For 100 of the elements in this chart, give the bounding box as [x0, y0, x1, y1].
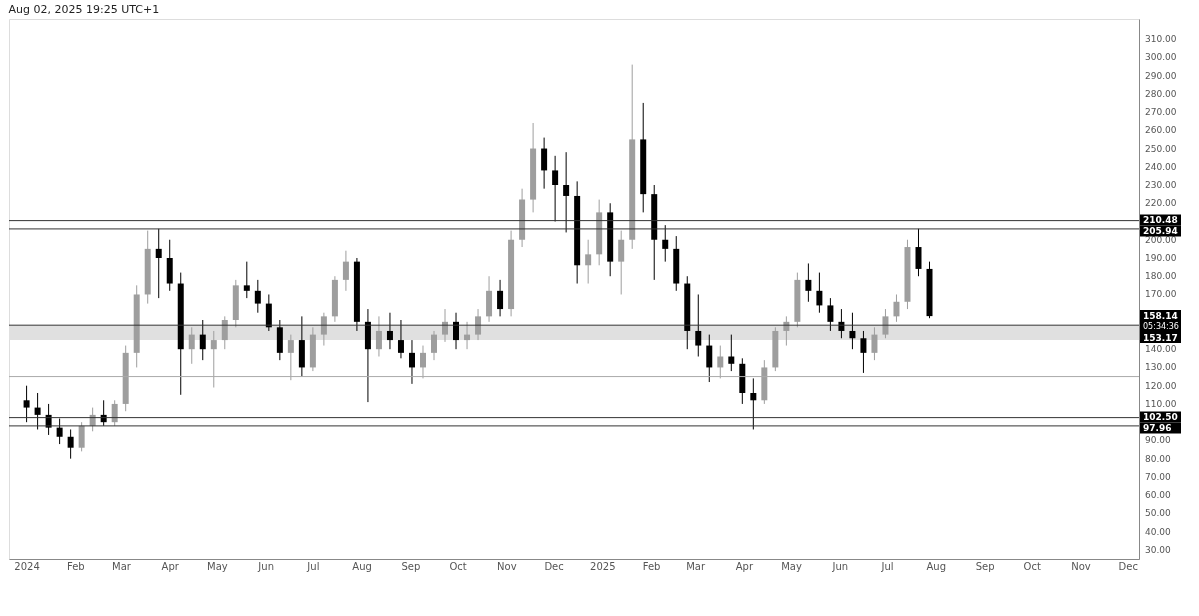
x-tick-label: May — [781, 560, 802, 572]
y-tick-label: 30.00 — [1145, 544, 1172, 555]
y-tick-label: 170.00 — [1145, 289, 1177, 300]
candlestick — [320, 312, 327, 347]
x-tick-label: 2024 — [14, 560, 40, 572]
candlestick — [342, 250, 349, 292]
x-tick-label: Jul — [306, 560, 320, 572]
candlestick — [552, 155, 559, 222]
x-tick-label: Mar — [686, 560, 706, 572]
candlestick — [375, 315, 382, 357]
candlestick — [199, 319, 206, 361]
ref-line-label: 153.17 — [1143, 332, 1178, 343]
x-tick-label: Feb — [66, 560, 85, 572]
x-tick-label: Aug — [352, 560, 372, 572]
y-tick-label: 290.00 — [1145, 70, 1177, 81]
x-tick-label: Dec — [1118, 560, 1138, 572]
y-tick-label: 50.00 — [1145, 508, 1172, 519]
y-tick-label: 300.00 — [1145, 52, 1177, 63]
y-tick-label: 240.00 — [1145, 161, 1177, 172]
y-tick-label: 220.00 — [1145, 198, 1177, 209]
x-tick-label: Nov — [497, 560, 517, 572]
candlestick — [464, 321, 471, 350]
x-tick-label: 2025 — [590, 560, 616, 572]
candlestick — [56, 418, 63, 445]
candlestick — [706, 334, 713, 383]
x-tick-label: Nov — [1071, 560, 1091, 572]
candlestick — [563, 151, 570, 233]
candlestick — [408, 339, 415, 385]
candlestick — [188, 326, 195, 365]
x-tick-label: Jun — [257, 560, 274, 572]
y-tick-label: 40.00 — [1145, 526, 1172, 537]
y-tick-label: 110.00 — [1145, 398, 1177, 409]
candlestick — [243, 261, 250, 299]
y-tick-label: 80.00 — [1145, 453, 1172, 464]
candlestick — [728, 334, 735, 372]
candlestick — [915, 228, 922, 277]
candlestick — [893, 293, 900, 323]
candlestick — [155, 228, 162, 299]
text: 158.14 — [1143, 310, 1178, 321]
candlestick — [23, 385, 30, 423]
candlestick — [475, 308, 482, 341]
candlestick — [662, 224, 669, 263]
x-tick-label: Sep — [401, 560, 421, 572]
y-tick-label: 180.00 — [1145, 271, 1177, 282]
x-tick-label: Oct — [1023, 560, 1041, 572]
y-tick-label: 130.00 — [1145, 362, 1177, 373]
x-tick-label: Apr — [161, 560, 180, 572]
x-tick-label: Feb — [642, 560, 661, 572]
candlestick — [618, 230, 625, 295]
candlestick — [442, 308, 449, 343]
x-tick-label: Aug — [926, 560, 947, 572]
y-tick-label: 230.00 — [1145, 180, 1177, 191]
x-tick-label: May — [207, 560, 228, 572]
x-tick-label: Jul — [880, 560, 894, 572]
x-tick-label: Mar — [112, 560, 132, 572]
candlestick — [750, 377, 757, 430]
candlestick — [497, 279, 504, 317]
ref-line-label: 102.50 — [1143, 412, 1178, 423]
ref-line-label: 205.94 — [1143, 226, 1178, 237]
candlestick — [67, 428, 74, 460]
candlestick — [849, 312, 856, 350]
candlestick — [111, 399, 118, 427]
candlestick — [221, 315, 228, 350]
candlestick — [860, 330, 867, 374]
candlestick — [882, 308, 889, 339]
y-tick-label: 60.00 — [1145, 490, 1172, 501]
candlestick — [254, 279, 261, 314]
y-tick-label: 260.00 — [1145, 125, 1177, 136]
y-tick-label: 200.00 — [1145, 234, 1177, 245]
candlestick — [397, 319, 404, 359]
candlestick — [585, 239, 592, 285]
candlestick — [431, 330, 437, 361]
candlestick — [265, 293, 272, 332]
candlestick — [386, 312, 393, 350]
y-tick-label: 70.00 — [1145, 471, 1172, 482]
x-tick-label: Apr — [735, 560, 754, 572]
y-tick-label: 270.00 — [1145, 107, 1177, 118]
candlestick — [78, 421, 85, 452]
candlestick — [453, 312, 460, 350]
candlestick — [695, 293, 702, 357]
candlestick — [805, 262, 812, 303]
x-tick-label: Jun — [831, 560, 849, 572]
text: Aug 02, 2025 19:25 UTC+1 — [8, 3, 160, 16]
candlestick — [541, 137, 548, 190]
y-tick-label: 140.00 — [1145, 344, 1177, 355]
y-tick-label: 280.00 — [1145, 88, 1177, 99]
x-tick-label: Oct — [449, 560, 467, 572]
candlestick — [827, 297, 834, 332]
candlestick — [871, 326, 878, 361]
y-tick-label: 120.00 — [1145, 380, 1177, 391]
y-tick-label: 190.00 — [1145, 252, 1177, 263]
ref-line-label: 210.48 — [1143, 215, 1178, 226]
ref-line-label: 97.96 — [1143, 423, 1172, 434]
candlestick — [34, 392, 41, 430]
y-tick-label: 250.00 — [1145, 143, 1177, 154]
x-tick-label: Dec — [544, 560, 564, 572]
text: 05:34:36 — [1143, 321, 1179, 331]
y-tick-label: 90.00 — [1145, 435, 1172, 446]
y-tick-label: 310.00 — [1145, 34, 1177, 45]
x-tick-label: Sep — [975, 560, 995, 572]
